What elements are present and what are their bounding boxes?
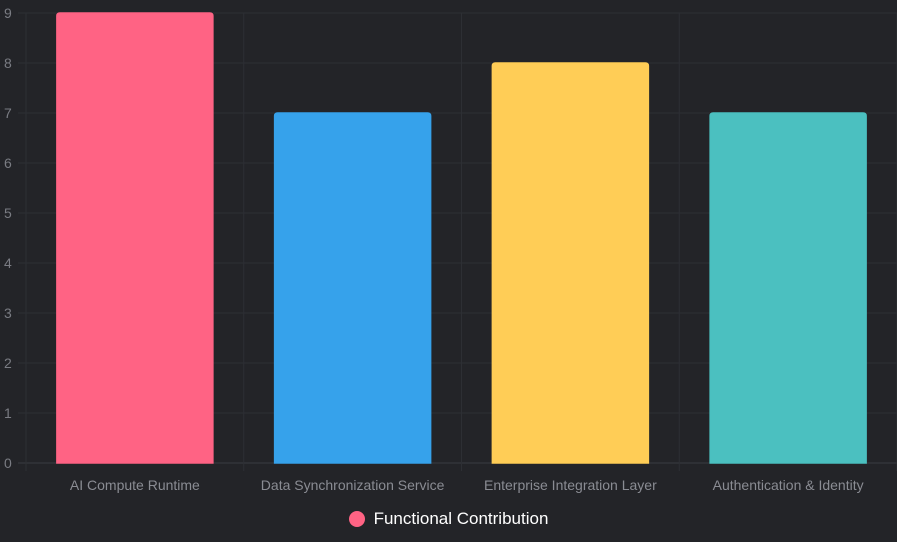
x-tick-label: Enterprise Integration Layer [484, 477, 657, 493]
y-tick-label: 0 [4, 455, 12, 471]
y-tick-label: 4 [4, 255, 12, 271]
y-tick-label: 6 [4, 155, 12, 171]
y-axis-ticks: 0 1 2 3 4 5 6 7 8 9 [4, 5, 12, 471]
y-tick-label: 5 [4, 205, 12, 221]
x-tick-label: Data Synchronization Service [261, 477, 445, 493]
y-tick-label: 7 [4, 105, 12, 121]
bar[interactable] [709, 112, 867, 464]
y-tick-label: 9 [4, 5, 12, 21]
legend[interactable]: Functional Contribution [0, 506, 897, 532]
legend-label: Functional Contribution [373, 509, 549, 528]
x-tick-label: AI Compute Runtime [70, 477, 200, 493]
x-axis-labels: AI Compute Runtime Data Synchronization S… [70, 477, 864, 493]
y-tick-label: 2 [4, 355, 12, 371]
legend-swatch [348, 511, 365, 527]
x-tick-label: Authentication & Identity [713, 477, 864, 493]
bar-chart: 0 1 2 3 4 5 6 7 8 9 AI Compute Runtime Data Synchr… [4, 5, 897, 493]
bar[interactable] [491, 62, 650, 464]
bars [56, 12, 867, 464]
bar[interactable] [56, 12, 214, 464]
bar[interactable] [273, 112, 432, 464]
y-tick-label: 3 [4, 305, 12, 321]
y-tick-label: 8 [4, 55, 12, 71]
y-tick-label: 1 [4, 405, 12, 421]
